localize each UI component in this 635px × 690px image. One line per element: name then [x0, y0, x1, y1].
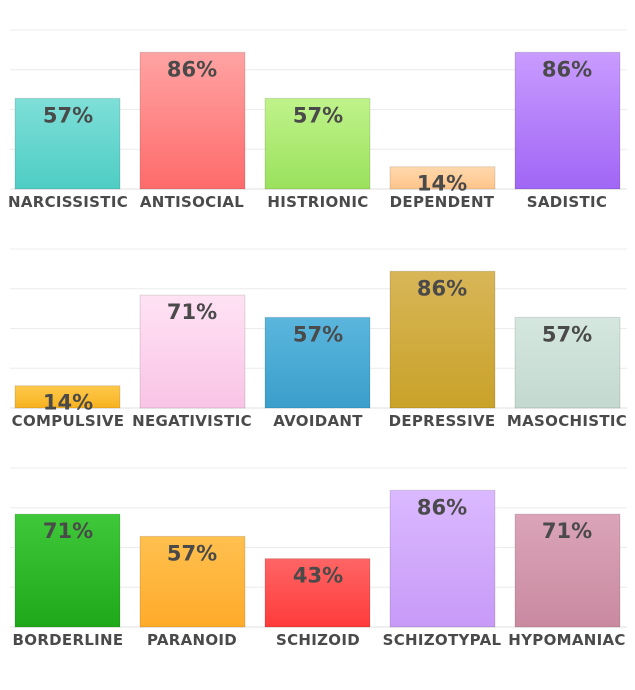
bar-narcissistic: [14, 97, 121, 190]
category-label-borderline: BORDERLINE: [13, 631, 124, 649]
category-label-dependent: DEPENDENT: [390, 193, 495, 211]
category-label-negativistic: NEGATIVISTIC: [132, 412, 252, 430]
value-label-antisocial: 86%: [167, 57, 217, 81]
bar-negativistic: [139, 294, 246, 409]
bar-dependent: [389, 166, 496, 190]
category-label-sadistic: SADISTIC: [527, 193, 607, 211]
bar-schizotypal: [389, 489, 496, 628]
chart-panel-1: 57% NARCISSISTIC 86% ANTISOCIAL 57% HISTRIONI…: [8, 29, 627, 211]
category-label-avoidant: AVOIDANT: [273, 412, 363, 430]
bar-depressive: [389, 270, 496, 409]
category-label-depressive: DEPRESSIVE: [389, 412, 496, 430]
category-label-schizotypal: SCHIZOTYPAL: [383, 631, 502, 649]
category-label-schizoid: SCHIZOID: [276, 631, 360, 649]
value-label-borderline: 71%: [43, 519, 93, 543]
value-label-hypomaniac: 71%: [542, 519, 592, 543]
value-label-dependent: 14%: [417, 172, 467, 196]
bar-sadistic: [514, 51, 621, 190]
value-label-compulsive: 14%: [43, 391, 93, 415]
value-label-masochistic: 57%: [542, 322, 592, 346]
chart-panel-2: 14%COMPULSIVE 71% NEGATIVISTIC 57% AVOIDANT 8…: [10, 248, 627, 430]
bar-masochistic: [514, 316, 621, 409]
bar-avoidant: [264, 316, 371, 409]
bar-antisocial: [139, 51, 246, 190]
value-label-histrionic: 57%: [293, 103, 343, 127]
bar-schizoid: [264, 558, 371, 628]
value-label-schizoid: 43%: [293, 564, 343, 588]
category-label-compulsive: COMPULSIVE: [12, 412, 125, 430]
value-label-avoidant: 57%: [293, 322, 343, 346]
value-label-narcissistic: 57%: [43, 103, 93, 127]
bar-compulsive: [14, 385, 121, 409]
category-label-masochistic: MASOCHISTIC: [507, 412, 627, 430]
value-label-negativistic: 71%: [167, 300, 217, 324]
category-label-antisocial: ANTISOCIAL: [140, 193, 244, 211]
value-label-schizotypal: 86%: [417, 495, 467, 519]
category-label-paranoid: PARANOID: [147, 631, 237, 649]
bar-hypomaniac: [514, 513, 621, 628]
bar-borderline: [14, 513, 121, 628]
category-label-histrionic: HISTRIONIC: [267, 193, 368, 211]
value-label-sadistic: 86%: [542, 57, 592, 81]
category-label-hypomaniac: HYPOMANIAC: [508, 631, 625, 649]
category-label-narcissistic: NARCISSISTIC: [8, 193, 128, 211]
bar-paranoid: [139, 535, 246, 628]
chart-panel-3: 71% BORDERLINE 57% PARANOID 43% SCHIZOID 86% SC…: [10, 467, 627, 649]
value-label-paranoid: 57%: [167, 541, 217, 565]
bar-histrionic: [264, 97, 371, 190]
value-label-depressive: 86%: [417, 276, 467, 300]
